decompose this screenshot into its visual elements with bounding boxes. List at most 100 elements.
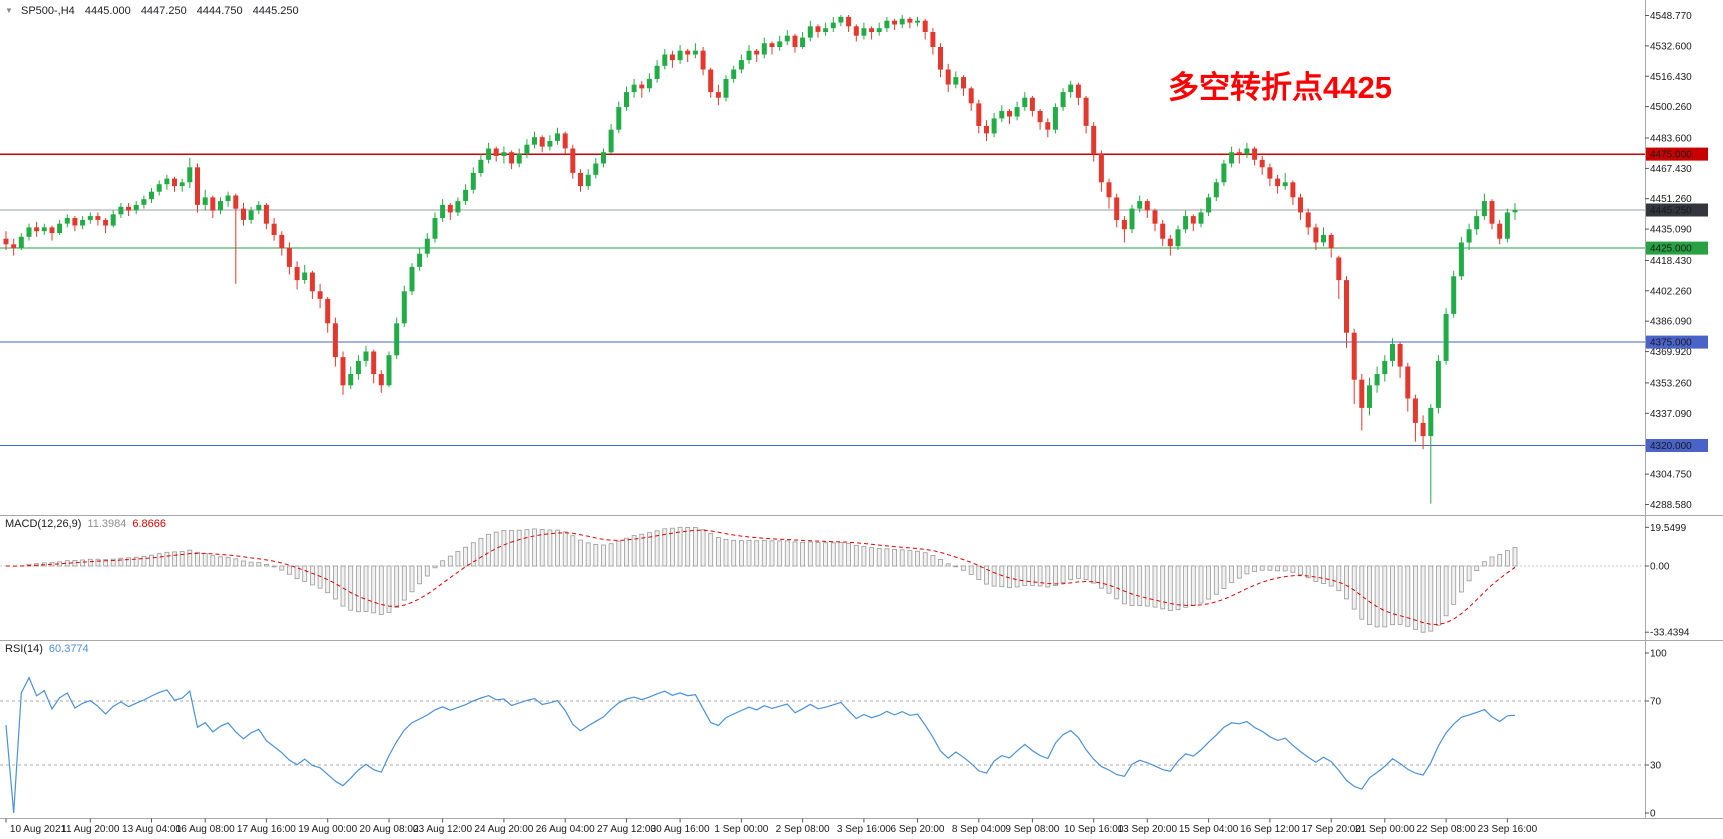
candle (309, 270, 315, 299)
symbol-name: SP500-,H4 (20, 5, 75, 17)
candle (3, 231, 9, 250)
candle (700, 47, 706, 76)
macd-bar (133, 556, 139, 567)
time-tick-label: 10 Aug 2021 (10, 824, 67, 835)
macd-indicator-label: MACD(12,26,9) 11.3984 6.8666 (5, 518, 166, 530)
macd-bar (945, 563, 951, 567)
macd-bar (1474, 565, 1480, 571)
macd-bar (1122, 565, 1127, 605)
time-tick-label: 11 Aug 20:00 (61, 824, 120, 835)
candle (34, 221, 40, 237)
candle (1390, 338, 1395, 367)
candle (1244, 142, 1250, 158)
macd-bar (103, 559, 108, 567)
candle (1167, 234, 1173, 256)
candle (1359, 374, 1365, 431)
candle (470, 167, 476, 194)
candle (1290, 180, 1296, 205)
macd-bar (685, 527, 691, 567)
candle (1412, 394, 1418, 442)
macd-bar (815, 542, 821, 567)
macd-bar (585, 542, 591, 567)
candle (302, 265, 308, 284)
price-tick-label: 4337.090 (1650, 409, 1692, 420)
macd-bar (1275, 565, 1280, 572)
macd-bar (509, 530, 515, 567)
candle (1336, 255, 1342, 299)
macd-bar (1328, 565, 1334, 587)
macd-bar (1305, 565, 1311, 579)
svg-text:4425.000: 4425.000 (1650, 244, 1692, 255)
candle (424, 233, 430, 258)
price-tick-label: 4386.090 (1650, 317, 1692, 328)
macd-bar (87, 558, 93, 567)
macd-bar (355, 565, 361, 613)
macd-bar (1160, 565, 1166, 610)
candle (884, 16, 890, 32)
candle (348, 366, 354, 390)
macd-tick-label: -33.4394 (1650, 628, 1690, 639)
candle (1221, 159, 1227, 187)
candle (777, 35, 783, 51)
symbol-header: ▼ SP500-,H4 4445.000 4447.250 4444.750 4… (5, 5, 306, 17)
candle (1114, 193, 1120, 228)
candle (486, 142, 492, 164)
candle (861, 22, 867, 40)
price-line-label (1646, 147, 1708, 161)
candles (3, 15, 1518, 504)
candle (1443, 308, 1449, 365)
candle (915, 16, 920, 27)
candle (1504, 208, 1510, 243)
price-tick-label: 4369.920 (1650, 347, 1692, 358)
macd-bar (1397, 565, 1403, 625)
time-tick-label: 13 Aug 04:00 (122, 824, 181, 835)
candle (371, 349, 377, 384)
collapse-icon[interactable]: ▼ (5, 6, 13, 15)
candle (984, 120, 989, 141)
candle (1313, 223, 1319, 250)
candle (1229, 146, 1235, 168)
price-tick-label: 4451.260 (1650, 194, 1692, 205)
candle (478, 154, 484, 177)
macd-bar (631, 535, 637, 567)
candle (394, 317, 400, 359)
macd-bar (110, 558, 116, 567)
candle (340, 351, 346, 395)
macd-bar (1137, 565, 1143, 606)
candle (892, 18, 898, 31)
candle (1512, 203, 1518, 220)
time-tick-label: 20 Aug 08:00 (360, 824, 419, 835)
time-tick-label: 2 Sep 08:00 (776, 824, 830, 835)
candle (1091, 122, 1097, 162)
macd-bar (501, 530, 507, 567)
candle (1068, 80, 1074, 98)
macd-bar (218, 556, 223, 567)
candle (938, 43, 943, 78)
time-tick-label: 1 Sep 00:00 (714, 824, 768, 835)
macd-bar (470, 542, 476, 567)
macd-bar (1007, 565, 1012, 588)
candle (440, 199, 446, 222)
macd-bar (340, 565, 346, 607)
macd-bar (256, 562, 262, 567)
macd-bar (1313, 565, 1319, 582)
macd-bar (1236, 565, 1242, 579)
price-axis[interactable]: 4548.770 4532.600 4516.430 4500.260 4483.600… (1645, 11, 1708, 511)
svg-text:4475.000: 4475.000 (1650, 150, 1692, 161)
candle (1045, 118, 1051, 138)
price-tick-label: 4500.260 (1650, 102, 1692, 113)
macd-bar (746, 540, 752, 567)
candle (164, 174, 170, 190)
macd-bar (1413, 565, 1418, 630)
macd-bar (1022, 565, 1028, 587)
candle (1428, 404, 1434, 504)
time-tick-label: 27 Aug 12:00 (597, 824, 656, 835)
macd-bar (248, 561, 254, 567)
macd-bar (1045, 565, 1051, 588)
candle (325, 297, 331, 333)
candle (1190, 214, 1196, 232)
macd-bar (884, 548, 890, 567)
